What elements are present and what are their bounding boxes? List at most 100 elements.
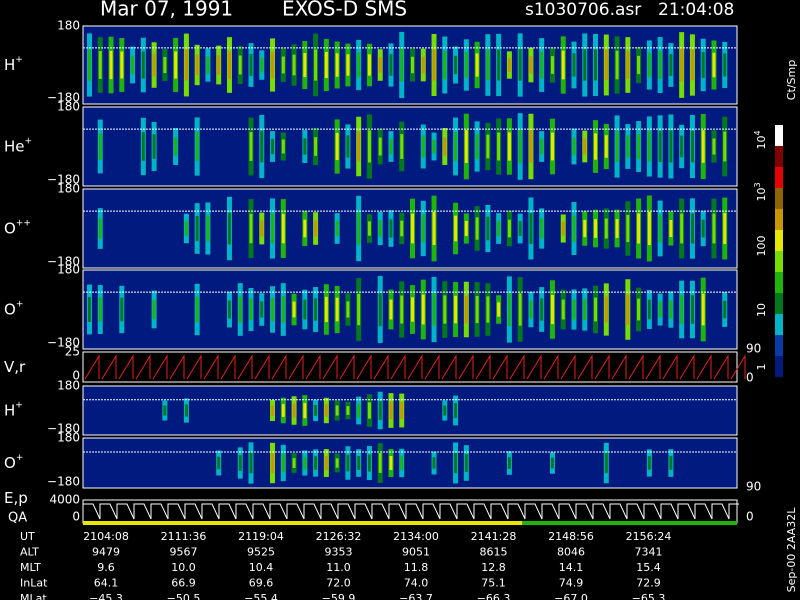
cell: 2119:04 [238, 530, 284, 543]
panel-label-base: V,r [4, 358, 26, 376]
spectrum-core [690, 49, 694, 81]
spectrum-core [669, 219, 673, 238]
spectrum-core [432, 293, 436, 326]
spectrum-core [669, 130, 673, 163]
spectrum-core [712, 52, 716, 78]
spectrum-core [626, 214, 630, 243]
spectrum-core [497, 302, 501, 317]
colorbar-cell [775, 188, 783, 209]
spectrum-core [335, 53, 339, 77]
spectrum-core [292, 458, 296, 468]
tick-label: −180 [47, 422, 80, 436]
cell: 75.1 [481, 577, 506, 590]
spectrum-core [421, 56, 425, 74]
panel-label: H+ [4, 400, 23, 419]
spectrum-core [184, 221, 188, 236]
spectrum-core [604, 135, 608, 158]
spectrum-core [378, 401, 382, 420]
tick-label: −180 [47, 173, 80, 187]
spectrum-core [658, 51, 662, 79]
cell: 12.8 [481, 561, 506, 574]
qa-bar [83, 521, 737, 525]
tick-label: 180 [57, 100, 80, 114]
spectrum-core [443, 295, 447, 324]
tick-label: 0 [72, 369, 80, 383]
spectrum-core [163, 405, 167, 416]
spectrum-core [88, 49, 91, 81]
spectrum-core [529, 213, 533, 244]
spectrum-core [561, 299, 565, 320]
spectrum-core [314, 220, 318, 237]
spectrum-core [303, 219, 307, 238]
spectrum-core [271, 297, 275, 322]
spectrum-core [378, 57, 382, 73]
colorbar-cell [775, 356, 783, 377]
spectrum-core [335, 297, 339, 322]
spectrum-core [292, 403, 296, 418]
spectrum-core [335, 220, 339, 237]
right-label: 0 [746, 510, 754, 524]
spectrum-core [486, 216, 490, 241]
spectrum-core [389, 138, 393, 155]
spectrum-core [152, 53, 156, 77]
spectrum-core [292, 54, 296, 76]
spectrum-core [615, 130, 619, 163]
qa-bar [522, 521, 737, 525]
colorbar-tick: 103 [753, 182, 769, 201]
spectrum-core [604, 49, 608, 81]
row-name: InLat [20, 577, 48, 590]
colorbar-tick: 100 [755, 236, 768, 257]
colorbar-cell [775, 209, 783, 230]
spectrum-core [583, 138, 587, 155]
cell: 9.6 [97, 561, 115, 574]
spectrum-core [98, 51, 102, 79]
spectrum-core [529, 56, 533, 74]
row-name: MLT [20, 561, 41, 574]
spectrum-core [507, 292, 511, 327]
spectrum-core [594, 49, 598, 81]
spectrum-core [464, 130, 468, 163]
spectrum-core [335, 458, 339, 468]
spectrum-core [550, 457, 554, 469]
spectrum-core [561, 221, 565, 236]
spectrum-core [421, 214, 425, 243]
tick-label: 180 [57, 379, 80, 393]
cell: 69.6 [249, 577, 274, 590]
spectrum-core [723, 131, 727, 162]
cell: 9353 [325, 546, 353, 559]
spectrum-core [324, 296, 328, 323]
cell: −66.3 [477, 592, 511, 600]
spectrum-core [594, 219, 598, 238]
panel-label: O+ [4, 453, 23, 472]
steps [82, 503, 739, 520]
spectrum-core [357, 52, 361, 78]
spectrum-core [669, 456, 673, 470]
spectrum-core [367, 454, 371, 472]
spectrum-core [206, 56, 210, 74]
spectrum-core [572, 137, 576, 156]
spectrum-core [669, 54, 673, 76]
spectrum-core [690, 130, 694, 163]
spectrum-core [529, 300, 533, 319]
colorbar-tick-base: 1 [755, 364, 768, 371]
spectrum-core [141, 51, 145, 79]
spectrum-core [120, 297, 124, 322]
spectrum-core [647, 456, 651, 470]
spectrum-core [454, 403, 458, 418]
panel-label: E,p [4, 489, 28, 507]
spectrum-core [217, 456, 221, 470]
spectrum-core [324, 456, 328, 470]
spectrum-core [303, 402, 307, 419]
spectrum-core [658, 301, 662, 318]
spectrum-core [669, 300, 673, 319]
spectrum-core [647, 131, 651, 162]
panel [82, 385, 738, 436]
spectrum-core [367, 402, 371, 419]
cell: 14.1 [559, 561, 584, 574]
spectrum-core [346, 135, 350, 158]
spectrum-core [680, 295, 684, 324]
spectrum-core [238, 55, 242, 75]
spectrum-core [443, 405, 447, 416]
spectrum-core [260, 220, 264, 237]
colorbar-cell [775, 167, 783, 188]
